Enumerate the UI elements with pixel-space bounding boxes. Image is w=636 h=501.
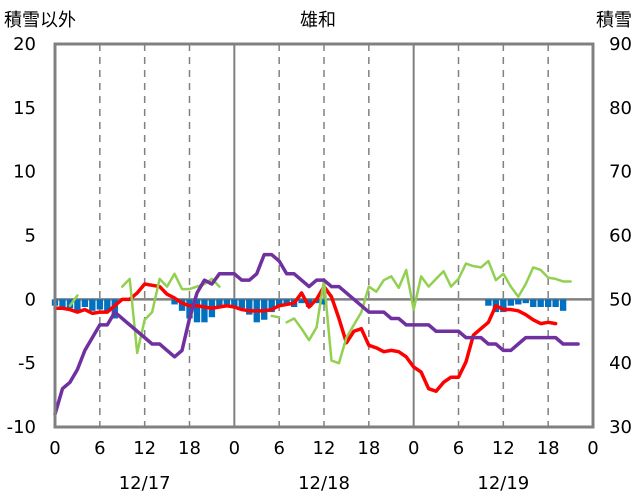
x-tick: 6 [94,438,105,459]
x-axis-ticks: 0 6 12 18 0 6 12 18 0 6 12 18 0 [49,438,598,459]
date-label: 12/19 [477,473,529,494]
y-tick-left: 10 [13,162,36,183]
y-tick-right: 80 [609,98,632,119]
y-tick-right: 50 [609,289,632,310]
x-tick: 18 [357,438,380,459]
precip-bar [523,299,529,303]
date-label: 12/18 [298,473,350,494]
y-axis-right-ticks: 90 80 70 60 50 40 30 [609,34,632,438]
humidity_like-line [272,316,279,317]
precip-bar [515,299,521,304]
x-tick: 12 [133,438,156,459]
y-tick-left: 5 [25,226,36,247]
humidity_like-line [287,261,571,363]
precip-bar [239,299,245,308]
x-tick: 0 [49,438,60,459]
precip-bar [538,299,544,307]
y-axis-left-ticks: 20 15 10 5 0 -5 -10 [7,34,36,438]
left-axis-label: 積雪以外 [4,10,76,31]
x-tick: 18 [178,438,201,459]
precip-bar [508,299,514,305]
precip-bar [97,299,103,309]
precip-bar [59,299,65,307]
y-tick-right: 90 [609,34,632,55]
y-tick-left: 0 [25,289,36,310]
x-tick: 12 [313,438,336,459]
series-lines [55,255,578,415]
x-tick: 0 [587,438,598,459]
right-axis-label: 積雪 [596,10,632,31]
precip-bar [201,299,207,322]
y-tick-left: -10 [7,417,36,438]
x-tick: 12 [492,438,515,459]
y-tick-left: 15 [13,98,36,119]
precip-bar [74,299,80,310]
precip-bar [552,299,558,307]
precip-bar [82,299,88,307]
precip-bar [485,299,491,305]
y-tick-right: 30 [609,417,632,438]
precip-bar [224,299,230,304]
date-labels: 12/17 12/18 12/19 [119,473,530,494]
x-tick: 6 [273,438,284,459]
precip-bar [530,299,536,307]
x-tick: 18 [537,438,560,459]
chart-title: 雄和 [300,10,336,31]
date-label: 12/17 [119,473,171,494]
x-tick: 6 [453,438,464,459]
y-tick-left: 20 [13,34,36,55]
x-tick: 0 [408,438,419,459]
precip-bar [89,299,95,310]
precip-bar [560,299,566,310]
y-tick-right: 70 [609,162,632,183]
y-tick-right: 40 [609,353,632,374]
grid-lines [55,44,593,427]
y-tick-left: -5 [18,353,36,374]
y-tick-right: 60 [609,226,632,247]
precip-bar [545,299,551,307]
x-tick: 0 [229,438,240,459]
